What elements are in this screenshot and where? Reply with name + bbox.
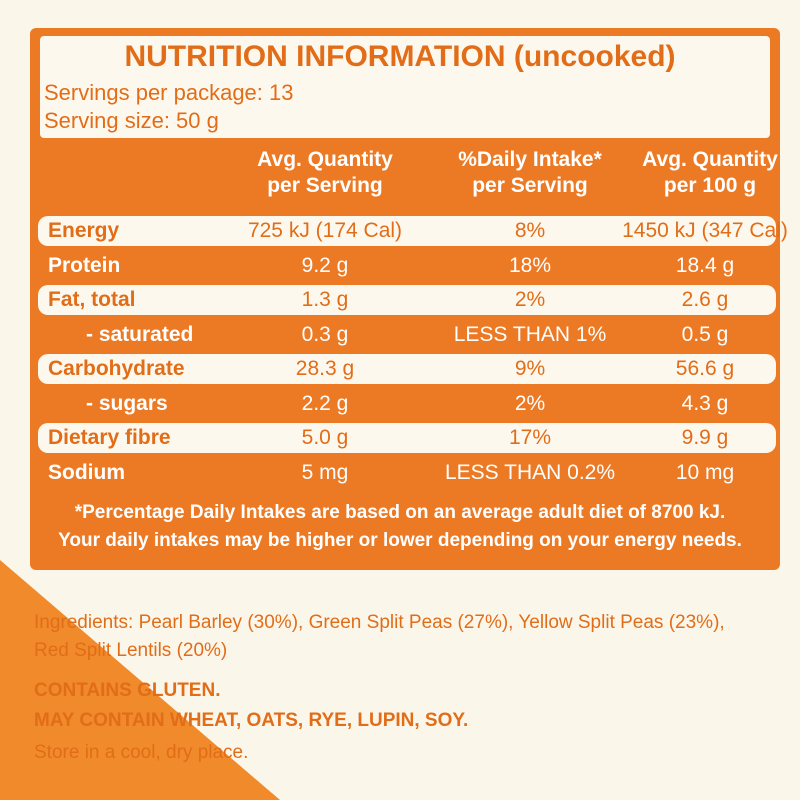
row-label: Energy [48,219,120,242]
row-label: Protein [48,253,121,277]
row-label: Carbohydrate [48,357,185,380]
header-box [40,36,770,138]
cell-value: 1450 kJ (347 Cal) [622,219,788,242]
servings: Servings per package: 13 [44,80,294,105]
allergen: CONTAINS GLUTEN. [34,680,221,701]
row-label: Fat, total [48,288,136,311]
cell-value: 10 mg [675,460,735,484]
cell-value: 725 kJ (174 Cal) [247,219,403,242]
cell-value: 8% [514,219,546,242]
cell-value: 18% [508,253,552,277]
cell-value: 9.2 g [301,253,349,277]
row-band [38,423,776,453]
row-label: Dietary fibre [48,426,171,449]
footnote: Your daily intakes may be higher or lowe… [58,530,742,551]
cell-value: 9% [514,357,546,380]
ingredients: Ingredients: Pearl Barley (30%), Green S… [34,612,725,633]
cell-value: 0.5 g [681,322,729,346]
row-band [38,216,776,246]
cell-value: 2.6 g [681,288,729,311]
column-header: per Serving [472,174,588,197]
row-label: - sugars [86,391,168,415]
cell-value: 18.4 g [675,253,735,277]
cell-value: 5.0 g [301,426,349,449]
column-header: Avg. Quantity [642,148,778,171]
row-band [38,285,776,315]
column-header: per Serving [267,174,383,197]
cell-value: 0.3 g [301,322,349,346]
corner-decoration [0,560,280,800]
row-band [38,354,776,384]
row-label: Sodium [48,460,125,484]
column-header: Avg. Quantity [257,148,393,171]
column-header: per 100 g [663,174,757,197]
ingredients: Red Split Lentils (20%) [34,640,228,661]
cell-value: 9.9 g [681,426,729,449]
title: NUTRITION INFORMATION (uncooked) [124,40,676,73]
serving-size: Serving size: 50 g [44,108,219,133]
cell-value: 2% [514,288,546,311]
cell-value: LESS THAN 1% [453,322,607,346]
storage: Store in a cool, dry place. [34,742,249,763]
cell-value: 2.2 g [301,391,349,415]
cell-value: 1.3 g [301,288,349,311]
cell-value: 5 mg [301,460,349,484]
cell-value: 2% [514,391,546,415]
cell-value: 4.3 g [681,391,729,415]
cell-value: 56.6 g [675,357,735,380]
column-header: %Daily Intake* [458,148,602,171]
cell-value: LESS THAN 0.2% [444,460,616,484]
cell-value: 28.3 g [295,357,355,380]
allergen: MAY CONTAIN WHEAT, OATS, RYE, LUPIN, SOY… [34,710,469,731]
cell-value: 17% [508,426,552,449]
row-label: - saturated [86,322,194,346]
footnote: *Percentage Daily Intakes are based on a… [74,502,726,523]
